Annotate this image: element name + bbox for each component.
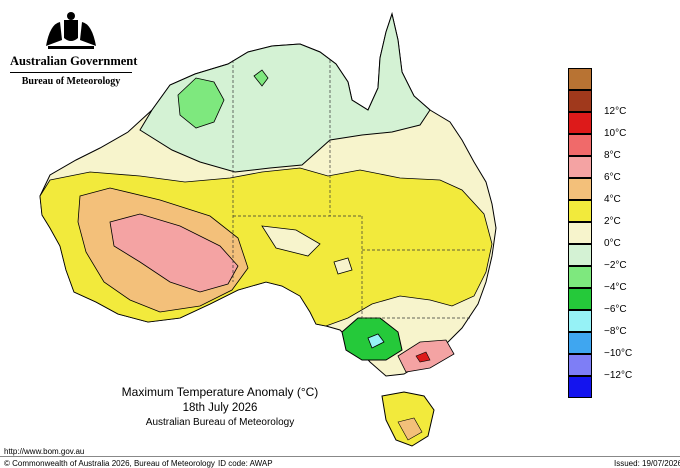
legend-swatch — [568, 222, 592, 244]
legend-label: 12°C — [604, 106, 627, 117]
header-divider — [10, 72, 132, 73]
issued-date: Issued: 19/07/2026 — [614, 459, 680, 468]
agency-name: Bureau of Meteorology — [21, 76, 121, 87]
legend-swatch — [568, 354, 592, 376]
legend-swatch — [568, 310, 592, 332]
legend-swatch — [568, 112, 592, 134]
legend-swatch — [568, 332, 592, 354]
copyright-text: © Commonwealth of Australia 2026, Bureau… — [4, 459, 215, 468]
legend-label: −6°C — [604, 304, 627, 315]
legend-swatch — [568, 90, 592, 112]
map-titles: Maximum Temperature Anomaly (°C) 18th Ju… — [0, 385, 440, 428]
legend-swatch — [568, 178, 592, 200]
coat-of-arms-icon — [46, 12, 96, 49]
map-date: 18th July 2026 — [182, 402, 258, 414]
legend-swatch — [568, 156, 592, 178]
cool-core-victoria — [367, 333, 385, 349]
hot-core-southeast — [415, 351, 431, 363]
legend-label: 0°C — [604, 238, 621, 249]
hot-core-west — [109, 213, 239, 293]
website-link[interactable]: http://www.bom.gov.au — [4, 447, 85, 456]
pale-pocket — [261, 225, 321, 257]
state-borders — [232, 60, 486, 319]
pale-pocket-2 — [333, 257, 353, 275]
legend-label: 8°C — [604, 150, 621, 161]
legend-label: 6°C — [604, 172, 621, 183]
government-branding: Australian Government Bureau of Meteorol… — [10, 10, 138, 87]
cool-region-north — [139, 12, 431, 173]
legend-swatch — [568, 68, 592, 90]
legend-label: 10°C — [604, 128, 627, 139]
legend-swatch — [568, 244, 592, 266]
legend-swatch — [568, 134, 592, 156]
cool-patch — [177, 77, 225, 129]
cool-patch-2 — [253, 69, 269, 87]
legend-label: −4°C — [604, 282, 627, 293]
legend-swatch — [568, 266, 592, 288]
legend-label: −2°C — [604, 260, 627, 271]
legend-label: 4°C — [604, 194, 621, 205]
footer-bar: © Commonwealth of Australia 2026, Bureau… — [0, 456, 680, 468]
legend-swatch — [568, 288, 592, 310]
legend-label: −10°C — [604, 348, 633, 359]
legend-swatch — [568, 200, 592, 222]
legend-label: 2°C — [604, 216, 621, 227]
legend-swatch — [568, 376, 592, 398]
tasmania-warm — [397, 417, 423, 441]
map-title: Maximum Temperature Anomaly (°C) — [121, 385, 319, 399]
legend-label: −8°C — [604, 326, 627, 337]
id-code: ID code: AWAP — [218, 459, 273, 468]
legend-label: −12°C — [604, 370, 633, 381]
government-title: Australian Government — [10, 54, 138, 68]
map-source: Australian Bureau of Meteorology — [145, 417, 295, 428]
